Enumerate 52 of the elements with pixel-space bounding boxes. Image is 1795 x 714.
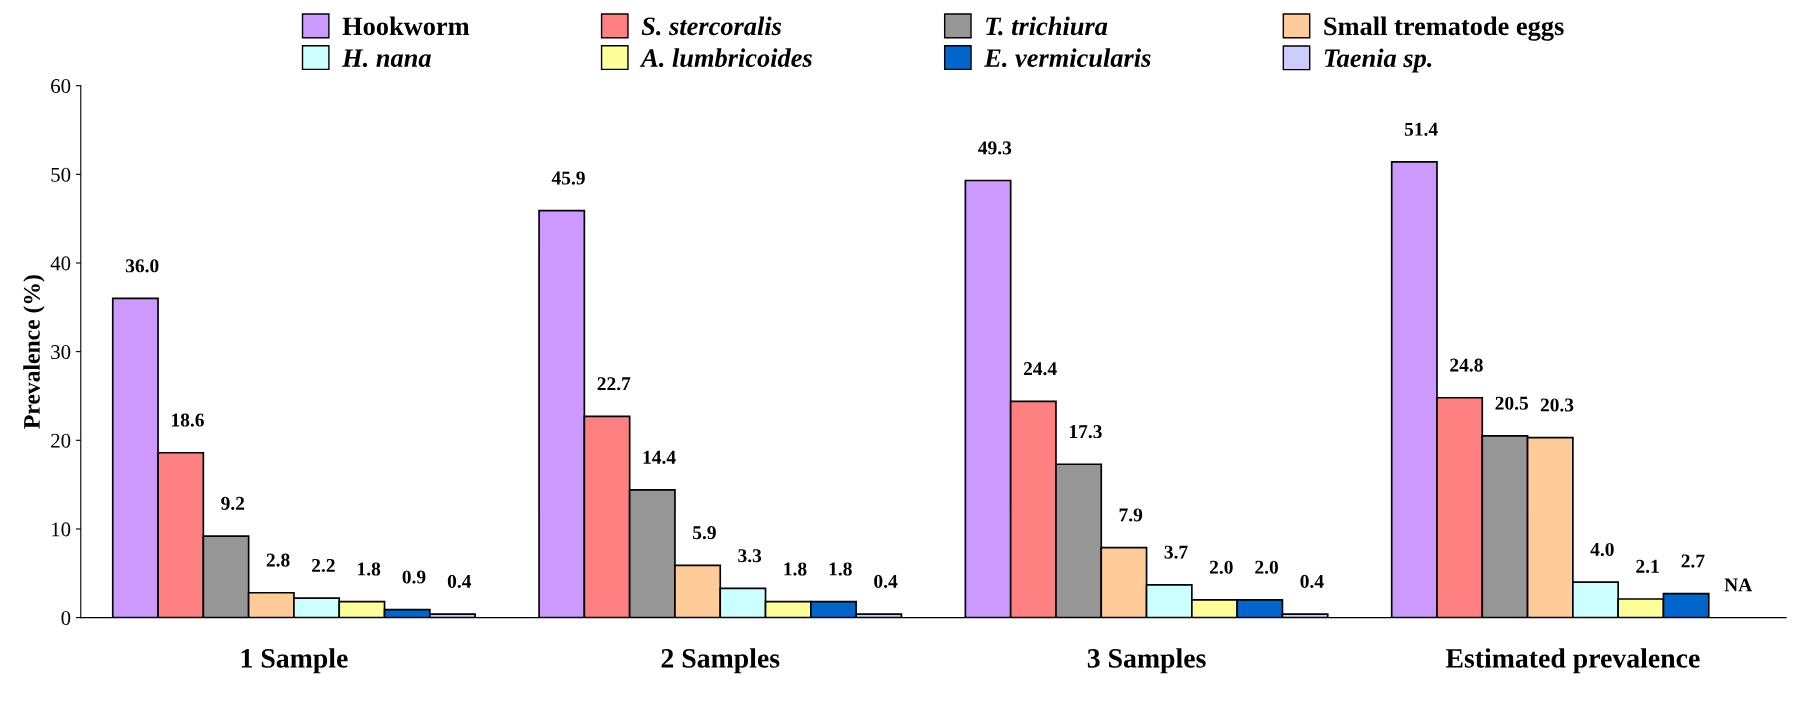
y-axis-title: Prevalence (%) <box>23 275 45 429</box>
data-label: 2.2 <box>312 558 335 573</box>
y-tick-label: 20 <box>51 433 71 448</box>
y-tick-label: 50 <box>51 167 71 182</box>
data-label: 7.9 <box>1119 508 1143 522</box>
data-label: 49.3 <box>978 141 1012 155</box>
y-tick-label: 0 <box>61 610 71 626</box>
data-label: 22.7 <box>597 377 631 391</box>
x-tick-label: 1 Sample <box>241 648 348 674</box>
data-label: 0.9 <box>402 570 426 584</box>
data-label: 20.5 <box>1495 396 1529 410</box>
y-tick-label: 40 <box>50 256 71 271</box>
legend-label: S. stercoralis <box>641 16 782 36</box>
text: NA <box>1724 578 1753 592</box>
x-tick-label: 2 Samples <box>661 648 780 674</box>
data-label: 0.4 <box>1300 574 1324 589</box>
x-tick-label: 3 Samples <box>1087 648 1206 674</box>
data-label: 24.4 <box>1023 362 1057 376</box>
legend-label: Taenia sp. <box>1324 48 1432 73</box>
data-label: 1.8 <box>784 562 807 576</box>
data-label: 9.2 <box>221 496 245 511</box>
data-label: 2.1 <box>1636 559 1659 573</box>
y-tick-label: 60 <box>51 79 71 94</box>
data-label: 2.8 <box>266 553 290 567</box>
data-label: 3.3 <box>738 549 762 563</box>
legend-label: Small trematode eggs <box>1324 16 1564 41</box>
data-label: 2.0 <box>1209 560 1233 574</box>
data-label: 45.9 <box>551 171 585 185</box>
data-label: 2.7 <box>1681 554 1705 568</box>
legend-label: Hookworm <box>342 16 470 36</box>
data-label: 18.6 <box>172 413 204 427</box>
y-tick-label: 10 <box>52 522 71 537</box>
legend-label: H. nana <box>341 49 431 68</box>
y-tick-label: 30 <box>51 345 71 360</box>
data-label: 17.3 <box>1069 425 1102 439</box>
data-label: 24.8 <box>1450 358 1483 372</box>
legend-label: A. lumbricoides <box>639 48 812 68</box>
x-tick-label: Estimated prevalence <box>1445 648 1700 674</box>
data-label: 51.4 <box>1404 122 1438 136</box>
data-label: 20.3 <box>1540 398 1574 412</box>
data-label: 2.0 <box>1255 560 1278 574</box>
data-label: 1.8 <box>358 562 381 576</box>
legend-label: E. vermicularis <box>984 48 1151 68</box>
data-label: 14.4 <box>643 450 676 464</box>
data-label: 4.0 <box>1590 542 1614 557</box>
data-label: 0.4 <box>447 574 472 589</box>
legend-label: T. trichiura <box>986 16 1108 36</box>
data-label: 0.4 <box>874 574 898 589</box>
data-label: 36.0 <box>125 259 159 273</box>
data-label: 1.8 <box>829 562 852 576</box>
data-label: 3.7 <box>1164 545 1188 559</box>
data-label: 5.9 <box>693 526 716 540</box>
